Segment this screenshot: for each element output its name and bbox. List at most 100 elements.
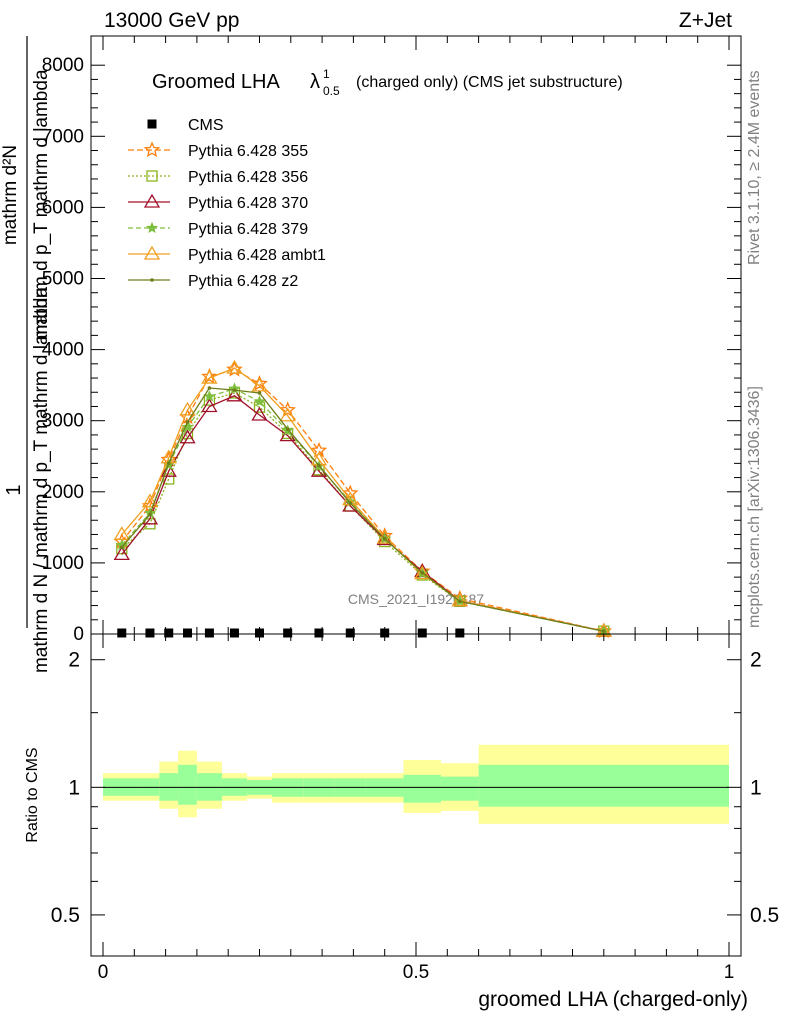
main-ytick-label: 0 [73,624,84,645]
main-ytick-label: 7000 [42,126,84,147]
legend-label: Pythia 6.428 ambt1 [188,247,326,264]
ratio-ytick-label-left: 1 [68,776,80,799]
series-point [203,390,216,402]
series-point [251,377,268,392]
ratio-ytick-label-left: 0.5 [51,904,80,927]
plot-title: Groomed LHA λ 1 0.5 (charged only) (CMS … [152,67,623,98]
legend-marker [143,245,161,260]
series-point [141,493,159,508]
cms-point [145,628,155,638]
series-point [166,461,171,466]
plot-title-sup: 1 [323,67,330,81]
plot-title-text: Groomed LHA [152,71,280,93]
main-ytick-label: 1000 [42,553,84,574]
legend-label: Pythia 6.428 355 [188,143,308,160]
series-point [119,545,124,550]
ratio-ytick-label-right: 0.5 [750,904,779,927]
ratio-ytick-label-right: 2 [750,649,762,672]
series-line [121,395,604,632]
cms-point [417,628,427,638]
cms-point [345,628,355,638]
series-point [251,375,268,391]
series-point [226,359,243,374]
legend-marker [143,141,161,158]
series-point [382,536,387,541]
legend-marker [143,193,161,208]
y-label-numerator2: mathrm d p_T mathrm d lambda [31,69,52,340]
ratio-xtick-label: 0.5 [403,962,429,983]
legend-label: Pythia 6.428 370 [188,195,308,212]
main-x-ticks [102,36,730,634]
series-point [181,420,194,433]
series-point [279,401,296,418]
y-label-denominator: mathrm d N / mathrm d p_T mathrm d lambd… [31,287,52,674]
main-ytick-label: 2000 [42,482,84,503]
ratio-band-stat [403,774,442,803]
series-point [148,512,152,517]
cms-point [229,628,239,638]
ratio-plot: 0.5 0.5 1 1 2 2 0 0.5 1 Ratio to CMS groomed LH… [24,633,779,1011]
cms-point [117,628,127,638]
main-ytick-label: 8000 [42,55,84,76]
main-ytick-label: 3000 [42,411,84,432]
plot-title-sub: 0.5 [323,84,340,98]
series-point [251,406,268,421]
ratio-x-axis: 0 0.5 1 [98,634,735,983]
series-line [121,368,604,632]
main-y-label: 1 mathrm d²N mathrm d p_T mathrm d lambd… [0,36,52,673]
main-ytick-label: 6000 [42,197,84,218]
legend-marker-cms [147,119,157,129]
ratio-ytick-label-right: 1 [750,776,762,799]
x-axis-label: groomed LHA (charged-only) [478,988,748,1011]
main-y-axis: 0 1000 2000 3000 4000 5000 6000 7000 8000 [42,55,741,645]
series-point [185,420,190,424]
series-point [414,565,431,580]
legend: CMS Pythia 6.428 355 Pythia 6.428 356 Pythi… [128,117,326,290]
series-point [201,369,218,384]
y-label-numerator: mathrm d²N [0,145,21,245]
ratio-band-stat [478,764,729,807]
series-point [458,599,462,604]
series-line [121,387,604,632]
ratio-xtick-label: 1 [724,962,735,983]
legend-marker [145,221,159,234]
series-point [179,429,196,444]
legend-marker [150,278,154,282]
series-point [113,526,130,541]
series-line [121,392,604,632]
cms-point [164,628,174,638]
series-point [285,427,290,432]
series-point [279,407,296,422]
cms-layer [117,628,465,638]
series-point [113,546,130,561]
series-point [207,386,212,390]
series-layer [113,359,613,639]
cms-point [283,628,293,638]
ratio-y-axis: 0.5 0.5 1 1 2 2 [51,649,779,927]
ratio-y-label: Ratio to CMS [24,747,41,842]
ratio-ytick-label-left: 2 [68,649,80,672]
series-point [179,401,196,416]
cms-point [455,628,465,638]
legend-label-cms: CMS [188,117,224,134]
series-point [232,388,237,392]
ratio-band-stat [178,764,197,805]
series-point [257,391,262,395]
series-point [160,462,177,477]
legend-label: Pythia 6.428 356 [188,169,308,186]
mcplots-side-text: mcplots.cern.ch [arXiv:1306.3436] [746,386,763,628]
rivet-side-text: Rivet 3.1.10, ≥ 2.4M events [746,70,763,265]
legend-marker [146,170,158,182]
main-ytick-label: 5000 [42,269,84,290]
series-point [451,592,468,607]
cms-point [183,628,193,638]
series-point [376,529,393,544]
cms-point [255,628,264,638]
cms-point [380,628,390,638]
cms-point [204,628,214,638]
cms-point [314,628,324,638]
legend-label: Pythia 6.428 379 [188,221,308,238]
series-point [163,473,175,485]
main-ytick-label: 4000 [42,340,84,361]
y-label-prefix: 1 [3,484,25,495]
